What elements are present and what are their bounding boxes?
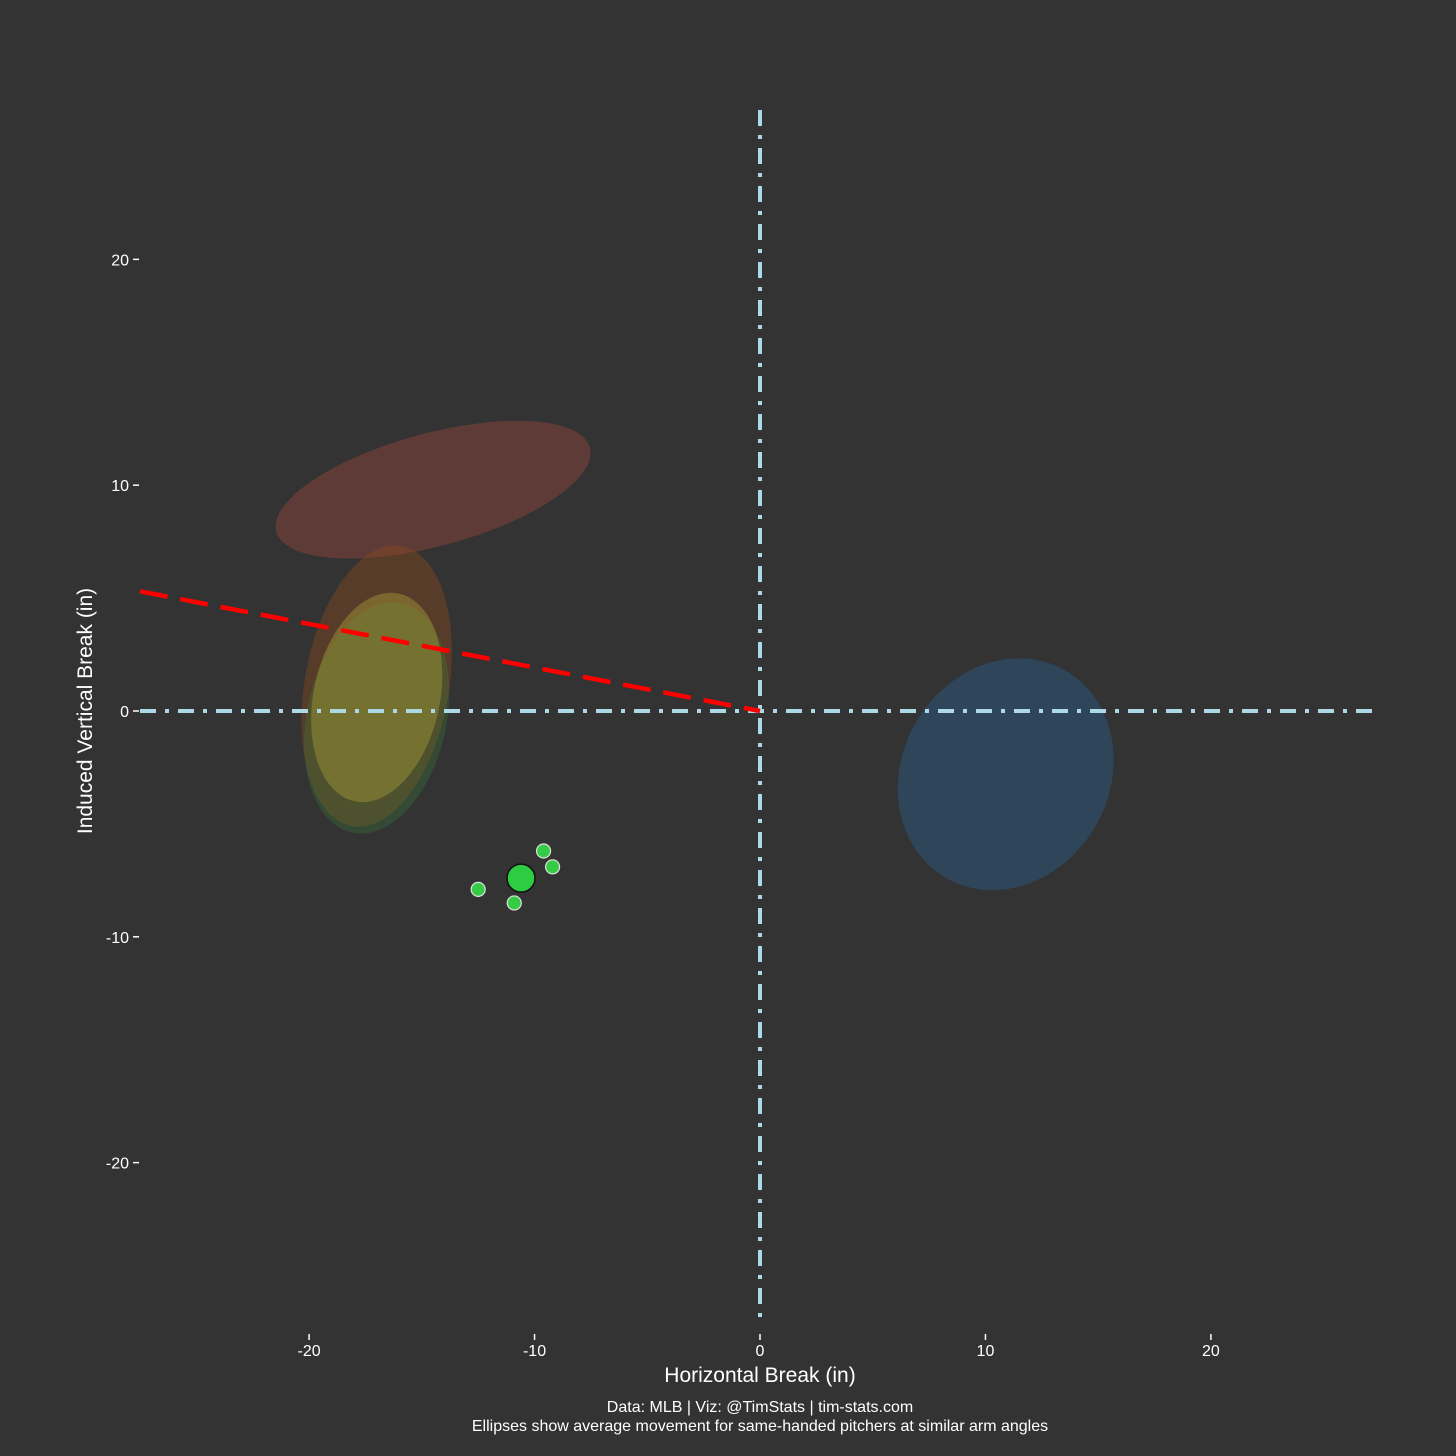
y-tick-label-4: 20: [111, 252, 129, 269]
pitch-point-0: [535, 843, 552, 859]
x-tick-label-0: -20: [298, 1343, 321, 1360]
x-tick-label-4: 20: [1202, 1343, 1220, 1360]
arm-angle-line: [139, 589, 761, 714]
caption-note: Ellipses show average movement for same-…: [472, 1418, 1048, 1435]
pitch-ellipse-4: [897, 658, 1114, 891]
y-tick-label-0: -20: [106, 1156, 129, 1173]
average-pitch-point: [506, 863, 536, 893]
x-tick-label-1: -10: [523, 1343, 546, 1360]
axes-layer: -20 -10 0 10 20 -20 -10 0 10 20: [106, 252, 1220, 1360]
reference-lines-layer: [139, 110, 1380, 1326]
pitch-ellipse-0: [275, 420, 591, 559]
x-axis-title: Horizontal Break (in): [664, 1364, 855, 1387]
points-layer: [470, 843, 561, 911]
y-axis-title: Induced Vertical Break (in): [74, 588, 97, 834]
pitch-ellipse-2: [304, 601, 450, 834]
pitch-point-3: [506, 895, 522, 911]
pitch-point-2: [470, 881, 486, 897]
x-tick-label-3: 10: [977, 1343, 995, 1360]
caption-source: Data: MLB | Viz: @TimStats | tim-stats.c…: [607, 1399, 913, 1416]
ellipses-layer: [275, 420, 1114, 891]
pitch-ellipse-3: [311, 592, 443, 803]
pitch-point-1: [544, 859, 561, 875]
pitch-ellipse-1: [301, 545, 452, 827]
y-tick-label-3: 10: [111, 478, 129, 495]
y-tick-label-1: -10: [106, 930, 129, 947]
x-tick-label-2: 0: [756, 1343, 765, 1360]
y-tick-label-2: 0: [120, 704, 129, 721]
